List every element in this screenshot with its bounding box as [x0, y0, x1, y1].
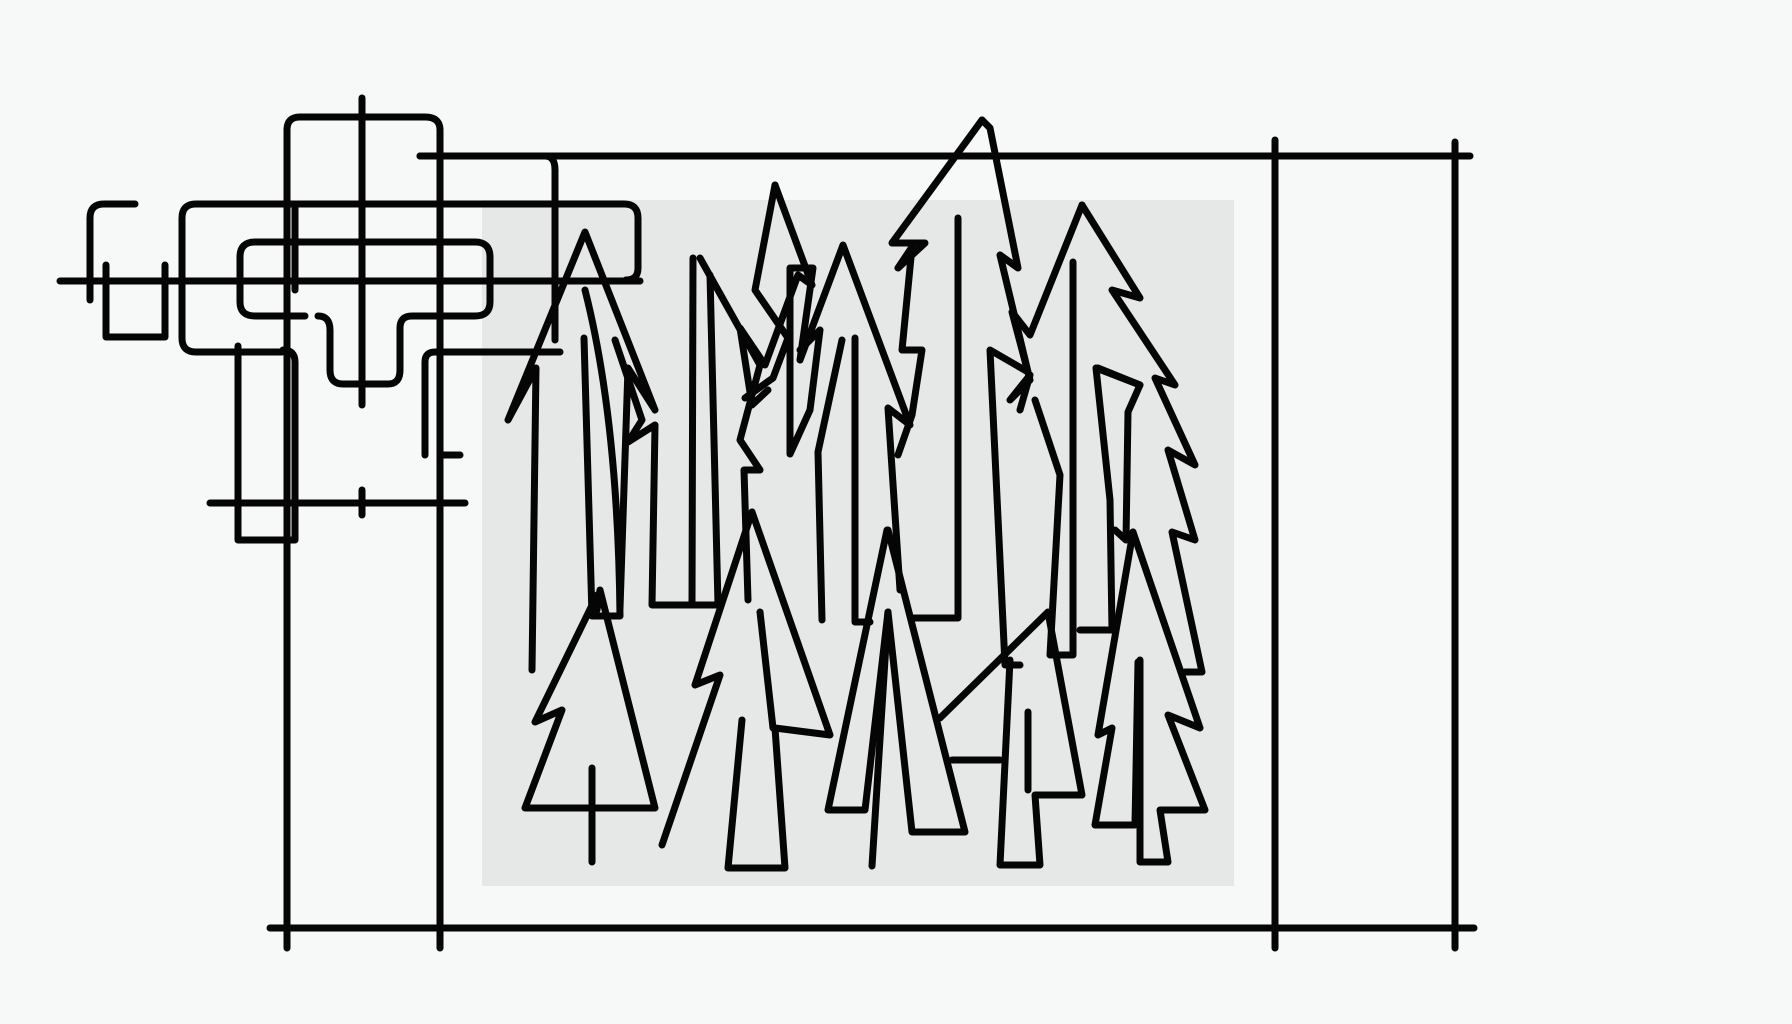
inner-rounded-bracket [236, 238, 494, 388]
top-bracket [283, 113, 464, 459]
tree-26 [868, 608, 892, 870]
lower-right-bracket [421, 348, 564, 459]
tree-9 [788, 241, 914, 594]
tree-28 [948, 708, 1032, 794]
tree-23 [724, 508, 834, 872]
tree-20 [521, 586, 659, 812]
tree-30 [1129, 528, 1209, 866]
tree-8 [786, 264, 824, 458]
tree-24 [756, 608, 777, 732]
tree-27 [936, 608, 1086, 869]
lower-left-bracket [234, 342, 299, 544]
tree-15 [1078, 201, 1206, 676]
left-small-bracket [102, 261, 169, 341]
tree-16 [1006, 201, 1086, 414]
tree-5 [688, 254, 697, 609]
top-wide-bracket [416, 152, 559, 344]
outer-rounded-bracket [178, 200, 642, 356]
tree-12 [910, 214, 962, 622]
tree-17 [1031, 258, 1077, 659]
bracket-mechanism [56, 94, 644, 544]
tree-2 [580, 286, 624, 620]
tree-19 [1076, 364, 1144, 634]
tree-11 [814, 336, 846, 624]
tree-13 [888, 116, 986, 459]
tree-22 [658, 508, 756, 849]
tree-29 [1091, 528, 1142, 829]
left-hook-bracket [86, 200, 139, 304]
forest [504, 116, 1209, 872]
